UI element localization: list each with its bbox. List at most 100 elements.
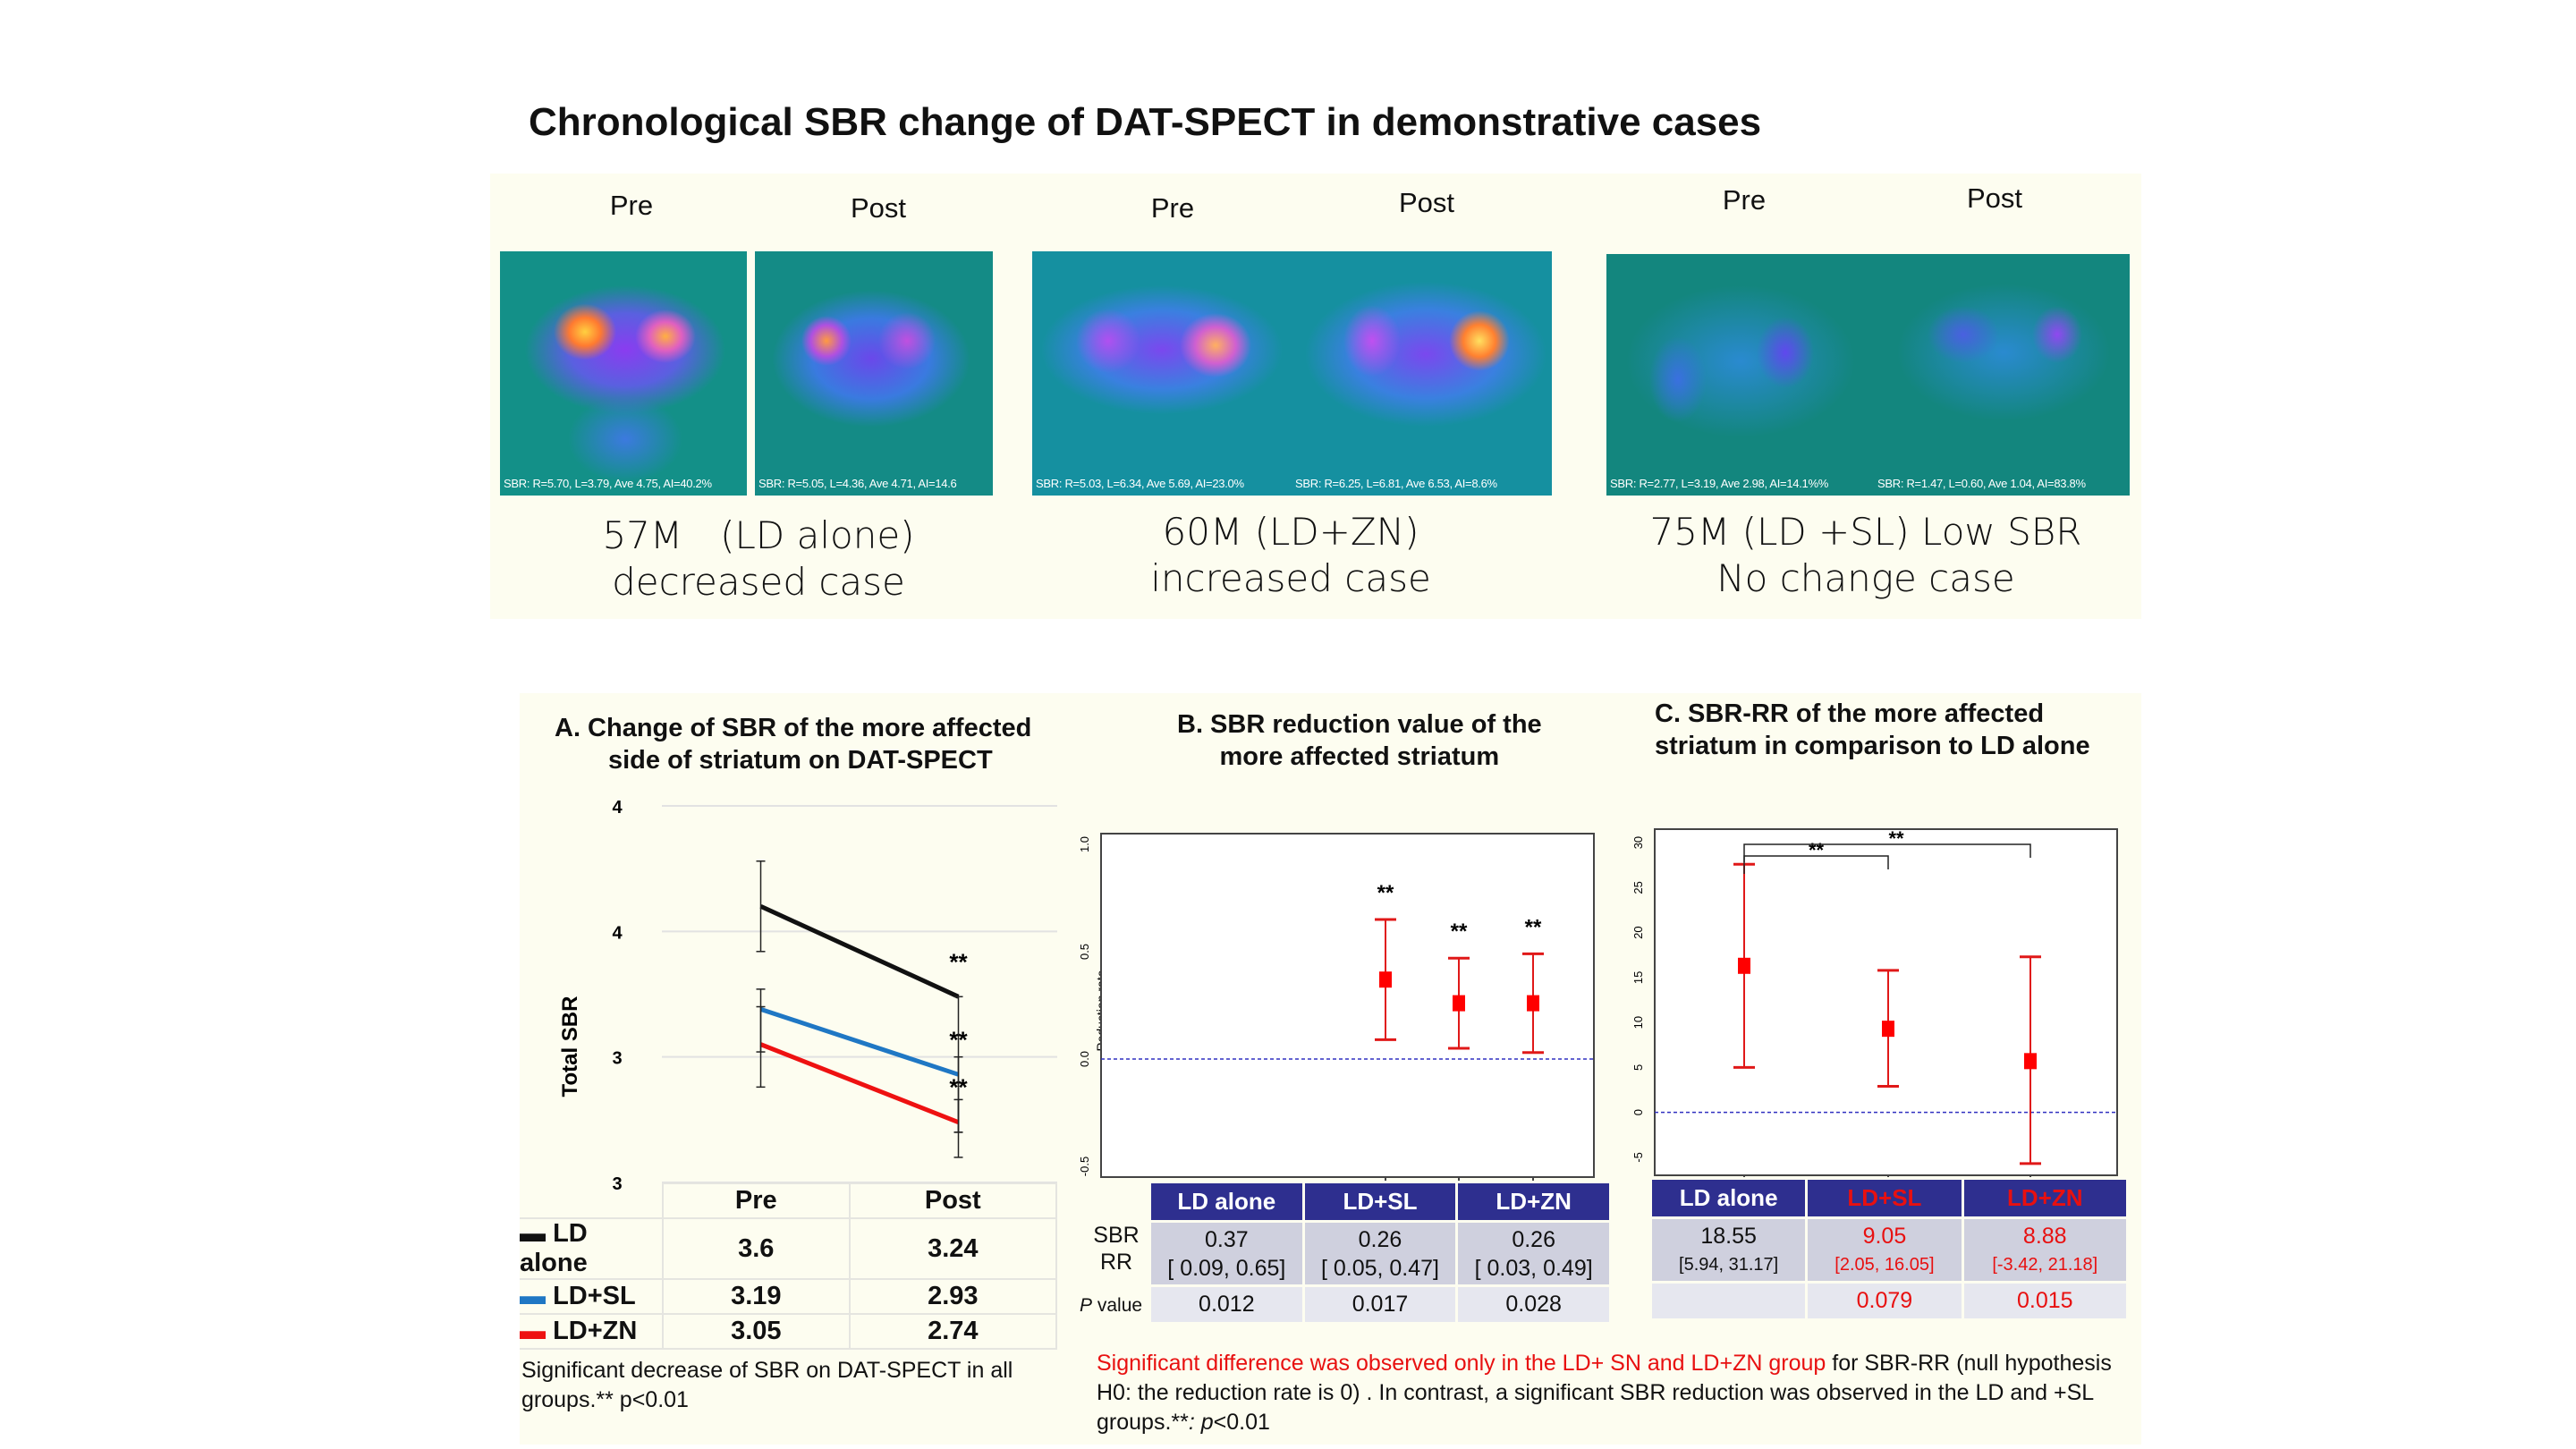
legend-swatch: ▬ (520, 1219, 554, 1248)
cell-ci: [ 0.09, 0.65] (1167, 1255, 1286, 1281)
spect-image-case2-post: SBR: R=6.25, L=6.81, Ave 6.53, AI=8.6% (1292, 251, 1552, 496)
sbr-caption: SBR: R=1.47, L=0.60, Ave 1.04, AI=83.8% (1877, 477, 2086, 490)
case2-caption: 60M (LD+ZN) increased case (1040, 509, 1541, 602)
sbr-caption: SBR: R=5.70, L=3.79, Ave 4.75, AI=40.2% (504, 477, 712, 490)
table-row: ▬ LD alone 3.6 3.24 (520, 1217, 1058, 1280)
case3-subtitle: No change case (1716, 556, 2015, 600)
y-tick-label: 30 (1631, 836, 1645, 849)
plot-area (1654, 828, 2118, 1176)
col-header: LD+SL (1805, 1177, 1964, 1219)
significance-marker: ** (1451, 919, 1468, 944)
note-bc-end: <0.01 (1213, 1410, 1270, 1435)
col-header: LD alone (1648, 1177, 1809, 1219)
cell-ci: [2.05, 16.05] (1835, 1254, 1935, 1275)
cell: 8.88 (2022, 1223, 2067, 1249)
significance-marker: ** (949, 948, 968, 975)
section-b-title-line1: B. SBR reduction value of the (1177, 710, 1542, 739)
row-label-sbr-rr: SBR RR (1089, 1222, 1143, 1275)
significance-bracket (1743, 855, 1889, 874)
section-c-title: C. SBR-RR of the more affected striatum i… (1655, 698, 2090, 762)
point-marker (2024, 1053, 2037, 1070)
chart-b-table: LD alone LD+SL LD+ZN 0.37 [ 0.09, 0.65] 0.2… (1148, 1181, 1612, 1325)
chart-c-table: LD alone LD+SL LD+ZN 18.55 [5.94, 31.17] 9.… (1648, 1177, 2130, 1321)
note-bc-highlight: Significant difference was observed only… (1097, 1351, 1826, 1376)
table-row: ▬ LD+SL 3.19 2.93 (520, 1278, 1058, 1315)
cell: 0.012 (1148, 1284, 1305, 1325)
spect-image-case3-post: SBR: R=1.47, L=0.60, Ave 1.04, AI=83.8% (1874, 254, 2130, 496)
col-header-post: Post (848, 1182, 1058, 1219)
case3-post-label: Post (1966, 182, 2023, 214)
col-header: LD+ZN (1455, 1181, 1612, 1223)
table-row-p-value: 0.079 0.015 (1648, 1281, 2130, 1321)
significance-marker: ** (1525, 915, 1542, 939)
sbr-caption: SBR: R=2.77, L=3.19, Ave 2.98, AI=14.1%% (1610, 477, 1828, 490)
section-a-title-line2: side of striatum on DAT-SPECT (608, 746, 993, 775)
chart-a-table: Pre Post ▬ LD alone 3.6 3.24 ▬ LD+SL 3.19 2.9… (520, 1182, 1058, 1350)
case1-title: 57M (LD alone) (602, 513, 915, 557)
note-a: Significant decrease of SBR on DAT-SPECT… (521, 1358, 1013, 1412)
cell: 0.017 (1301, 1284, 1459, 1325)
case3-caption: 75M (LD +SL) Low SBR No change case (1615, 509, 2116, 602)
table-row-p-value: 0.012 0.017 0.028 (1148, 1284, 1612, 1325)
cell: 0.015 (1961, 1281, 2130, 1321)
spect-image-case1-pre: SBR: R=5.70, L=3.79, Ave 4.75, AI=40.2% (500, 251, 747, 496)
row-label-line2: RR (1099, 1250, 1133, 1275)
sbr-caption: SBR: R=5.03, L=6.34, Ave 5.69, AI=23.0% (1036, 477, 1244, 490)
col-header: LD+SL (1301, 1181, 1459, 1223)
row-label-p-value: P value (1080, 1295, 1142, 1317)
spect-image-case3-pre: SBR: R=2.77, L=3.19, Ave 2.98, AI=14.1%% (1606, 254, 1874, 496)
case2-pre-label: Pre (1150, 192, 1195, 224)
legend-swatch: ▬ (520, 1282, 554, 1310)
section-a-title: A. Change of SBR of the more affected sid… (555, 712, 1031, 776)
case1-pre-label: Pre (609, 190, 654, 221)
case1-post-label: Post (850, 192, 907, 224)
table-row-sbr-rr: 18.55 [5.94, 31.17] 9.05 [2.05, 16.05] 8.8… (1648, 1216, 2130, 1284)
note-bc-p: p (1200, 1410, 1214, 1435)
cell: 3.19 (662, 1278, 851, 1315)
significance-marker: ** (1809, 839, 1825, 861)
y-tick-label: 25 (1631, 881, 1645, 894)
cell: 3.05 (662, 1313, 851, 1350)
legend-label: LD alone (520, 1219, 588, 1277)
point-marker (1738, 957, 1750, 974)
section-c-title-line1: C. SBR-RR of the more affected (1655, 699, 2045, 728)
note-bc-colon: : (1188, 1410, 1201, 1435)
cell: 3.6 (662, 1217, 851, 1280)
y-tick-label: 0.5 (1078, 944, 1091, 960)
sbr-caption: SBR: R=6.25, L=6.81, Ave 6.53, AI=8.6% (1295, 477, 1497, 490)
p-italic: P (1080, 1295, 1093, 1316)
series-line-ld-zn (759, 1042, 960, 1124)
chart-a-sbr-change: Total SBR 4 4 3 3 ** ** ** (558, 798, 1057, 1190)
y-tick-label: 10 (1631, 1016, 1645, 1029)
case3-pre-label: Pre (1722, 184, 1767, 216)
y-tick-label: 0.0 (1078, 1051, 1091, 1067)
cell: 0.26 (1358, 1226, 1402, 1252)
legend-label: LD+SL (553, 1282, 636, 1310)
chart-b-reduction-rate: Reduction rate -0.50.00.51.0****** (1078, 833, 1595, 1182)
section-c-title-line2: striatum in comparison to LD alone (1655, 732, 2090, 760)
col-header-pre: Pre (662, 1182, 851, 1219)
col-header: LD+ZN (1961, 1177, 2130, 1219)
cell: 0.26 (1512, 1226, 1555, 1252)
y-tick-label: 0 (1631, 1109, 1645, 1115)
cell: 0.079 (1805, 1281, 1964, 1321)
sbr-caption: SBR: R=5.05, L=4.36, Ave 4.71, AI=14.6 (758, 477, 957, 490)
chart-c-sbr-rr: -5 0 5 10 15 20 25 30 ** ** (1631, 827, 2118, 1181)
note-bc: Significant difference was observed only… (1097, 1349, 2125, 1437)
significance-marker: ** (1888, 827, 1904, 850)
series-line-ld-sl (759, 1006, 960, 1077)
significance-bracket (1743, 843, 2031, 862)
cell (1648, 1281, 1809, 1321)
significance-marker: ** (1377, 881, 1394, 905)
cell: 2.74 (848, 1313, 1058, 1350)
y-tick-label: 1.0 (1078, 836, 1091, 852)
y-tick-label: 4 (612, 923, 623, 943)
significance-marker: ** (949, 1074, 968, 1101)
spect-image-case1-post: SBR: R=5.05, L=4.36, Ave 4.71, AI=14.6 (755, 251, 993, 496)
cell-ci: [-3.42, 21.18] (1992, 1254, 2098, 1275)
cell: 18.55 (1700, 1223, 1757, 1249)
point-marker (1527, 995, 1539, 1012)
y-tick-label: 15 (1631, 971, 1645, 984)
point-marker (1882, 1021, 1894, 1038)
point-marker (1379, 971, 1392, 988)
